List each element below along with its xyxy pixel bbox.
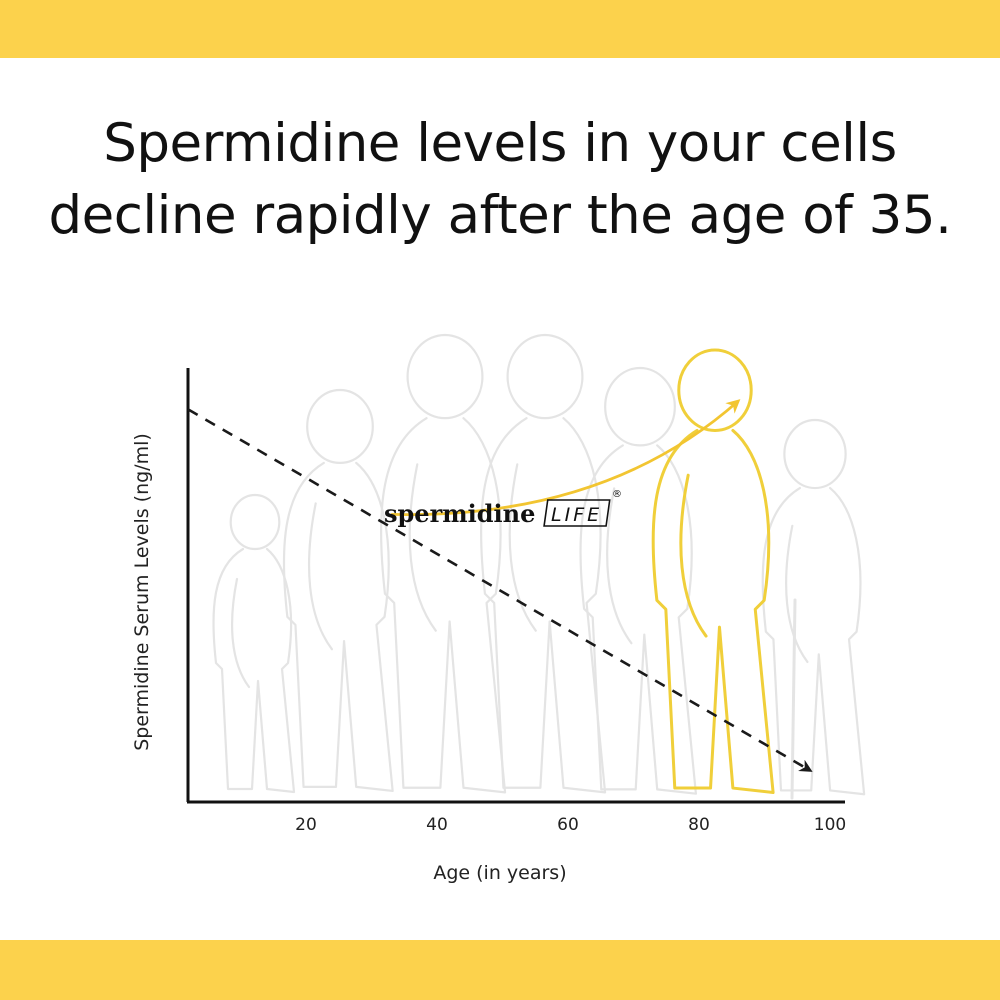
aging-silhouettes (212, 333, 866, 800)
teen-silhouette (282, 388, 394, 793)
adult-silhouette (379, 333, 507, 794)
highlighted-silhouette (651, 348, 775, 795)
adult-silhouette (479, 333, 607, 794)
x-tick-label: 20 (295, 815, 317, 835)
logo-life-box (543, 499, 611, 527)
headline-line-1: Spermidine levels in your cells (103, 113, 897, 174)
adult-silhouette (579, 366, 697, 795)
elder-silhouette (761, 418, 866, 796)
x-tick-label: 60 (557, 815, 579, 835)
logo-life: LIFE (551, 504, 602, 526)
bottom-color-band (0, 940, 1000, 1000)
spermidinelife-logo: spermidine LIFE ® (384, 489, 622, 528)
child-silhouette (212, 493, 296, 794)
spermidine-boost-arrow (391, 399, 741, 516)
x-axis-title: Age (in years) (433, 862, 566, 884)
top-color-band (0, 0, 1000, 58)
walking-cane (790, 598, 797, 800)
x-tick-label: 80 (688, 815, 710, 835)
headline: Spermidine levels in your cells decline … (0, 108, 1000, 252)
logo-registered-mark: ® (612, 489, 622, 500)
x-tick-labels: 20 40 60 80 100 (295, 815, 846, 835)
logo-word: spermidine (384, 499, 535, 528)
x-tick-label: 40 (426, 815, 448, 835)
y-axis-title: Spermidine Serum Levels (ng/ml) (131, 433, 153, 751)
x-tick-label: 100 (814, 815, 846, 835)
headline-line-2: decline rapidly after the age of 35. (48, 185, 952, 246)
